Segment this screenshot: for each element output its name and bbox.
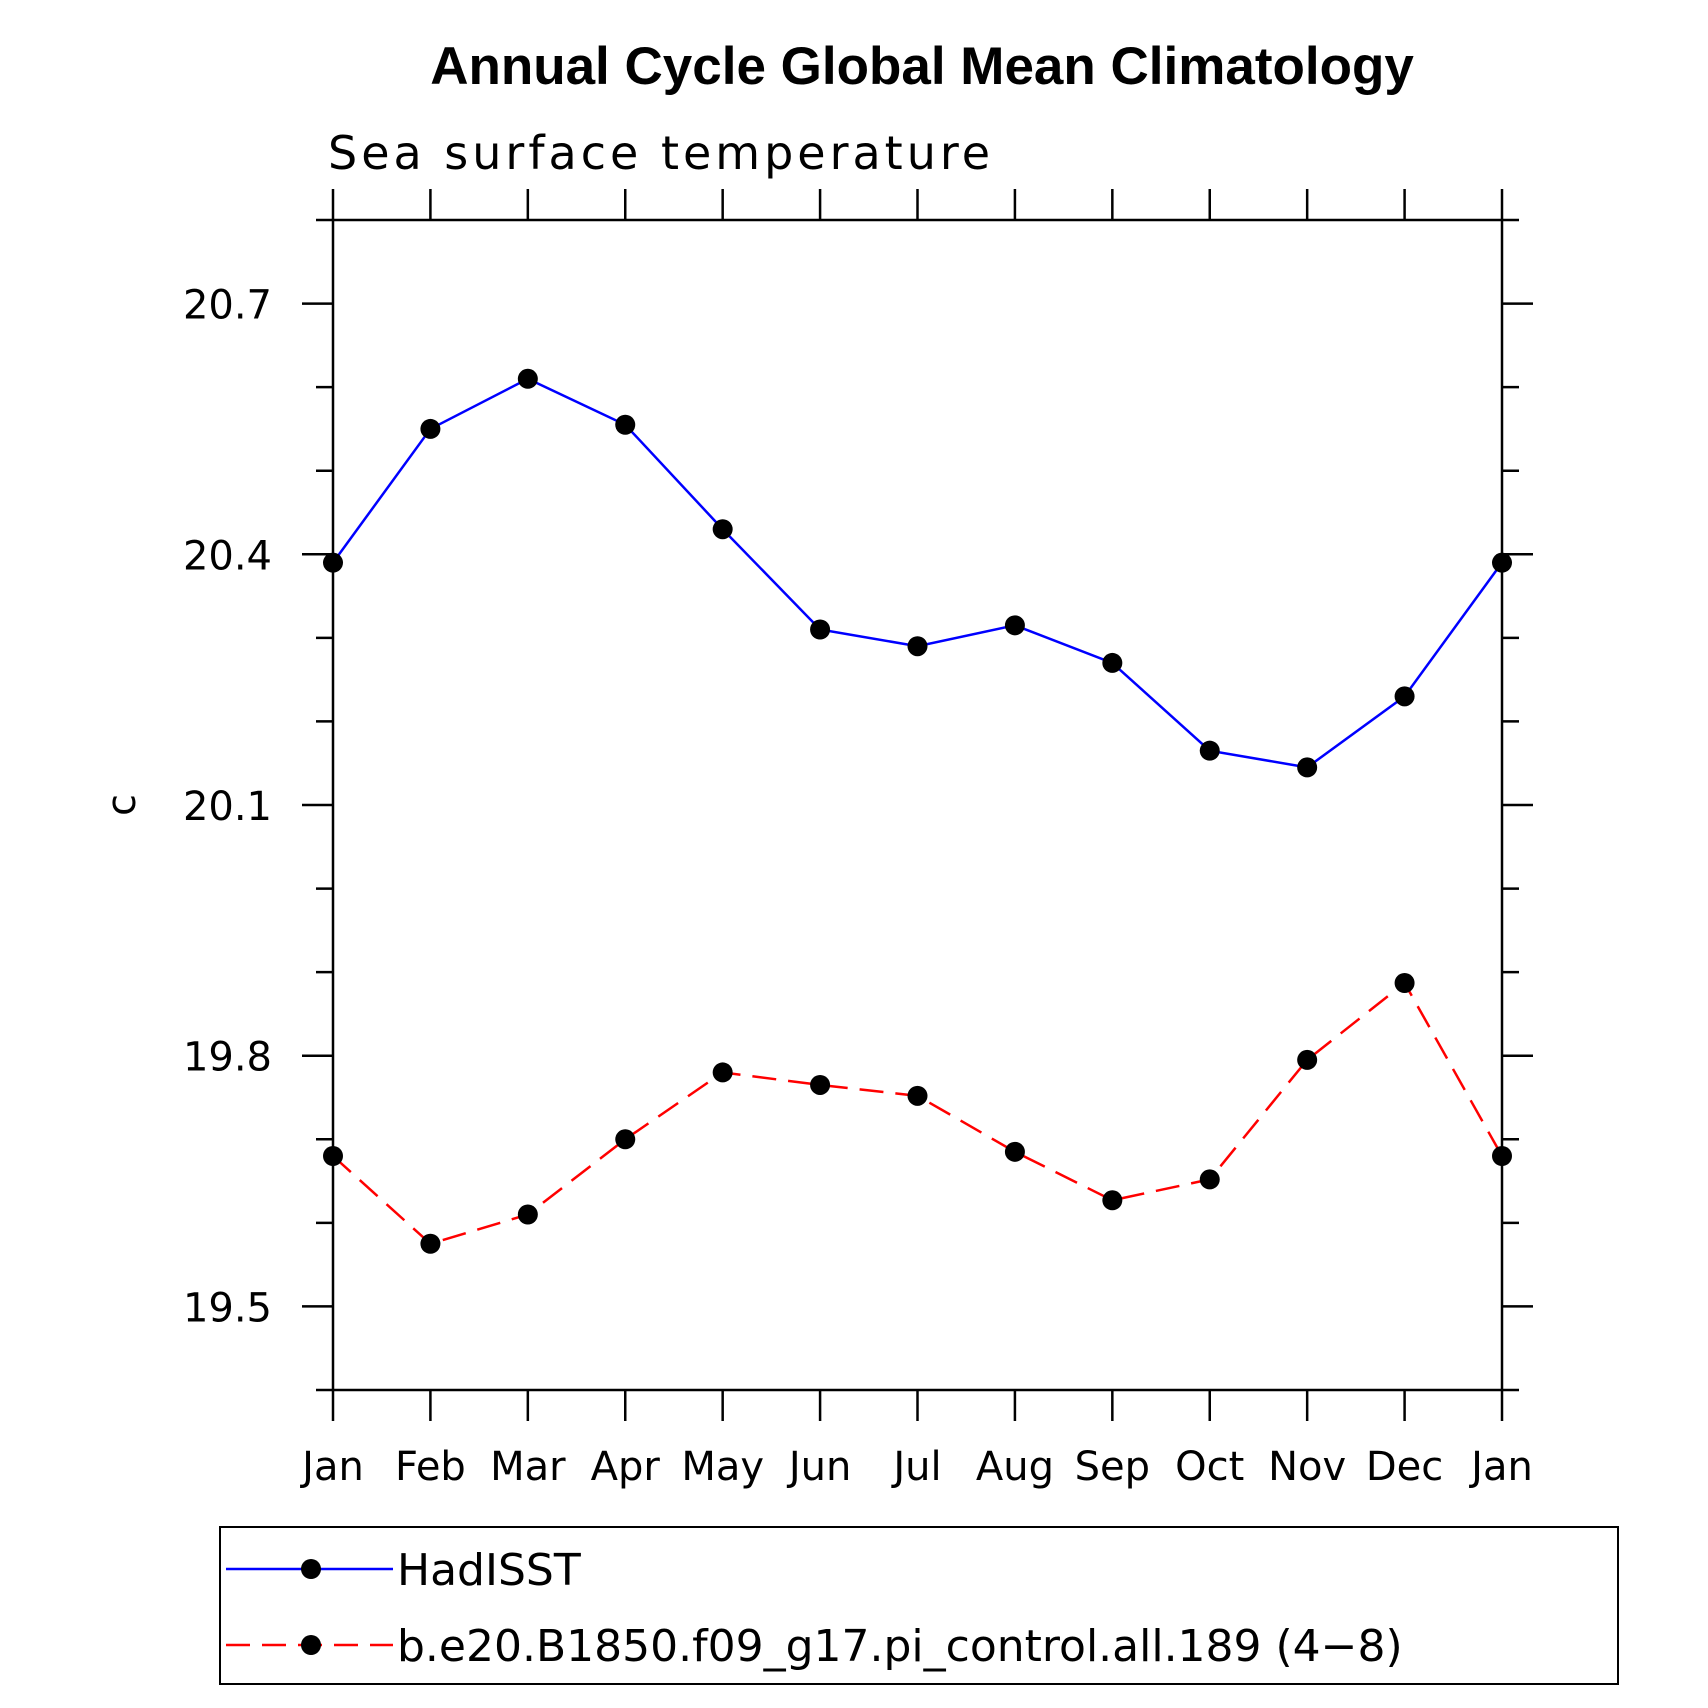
y-tick-label: 20.7 [183, 283, 272, 329]
data-point [1004, 1141, 1025, 1162]
series-line [332, 981, 1504, 1246]
series-1 [323, 368, 1512, 778]
x-tick-label: Apr [591, 1444, 661, 1490]
y-tick-label: 20.1 [183, 784, 272, 830]
data-point [810, 1074, 831, 1095]
y-tick-label: 19.8 [183, 1035, 272, 1081]
data-point [615, 414, 636, 435]
series-layer [323, 368, 1512, 1254]
x-tick-label: Jan [1468, 1444, 1533, 1490]
data-point [1394, 973, 1415, 994]
data-point [712, 1062, 733, 1083]
data-point [1199, 1169, 1220, 1190]
series-2 [323, 973, 1512, 1254]
series-line [331, 377, 1504, 769]
x-tick-label: Nov [1268, 1444, 1346, 1490]
data-point [1492, 1146, 1512, 1166]
legend-box [219, 1526, 1619, 1685]
chart-subtitle: Sea surface temperature [328, 126, 994, 180]
x-tick-label: Jul [890, 1444, 941, 1490]
legend-marker [301, 1559, 321, 1579]
data-point [1004, 615, 1025, 636]
data-point [517, 1204, 538, 1225]
y-axis-tick-labels: 19.5 19.8 20.1 20.4 20.7 [183, 283, 272, 1332]
data-point [1297, 757, 1318, 778]
data-point [1394, 686, 1415, 707]
x-tick-label: Sep [1075, 1444, 1150, 1490]
y-tick-label: 19.5 [183, 1285, 272, 1331]
data-point [1102, 1190, 1123, 1211]
data-point [420, 1233, 441, 1254]
y-axis-label: c [99, 794, 145, 816]
x-tick-label: Feb [395, 1444, 466, 1490]
data-point [907, 636, 928, 657]
x-tick-label: Jan [299, 1444, 364, 1490]
plot-frame [331, 218, 1504, 1392]
legend: HadISST b.e20.B1850.f09_g17.pi_control.al… [219, 1526, 1619, 1685]
x-tick-label: Aug [976, 1444, 1054, 1490]
data-point [712, 519, 733, 540]
x-tick-label: Jun [786, 1444, 852, 1490]
y-axis-ticks [302, 218, 1533, 1392]
x-tick-label: May [681, 1444, 764, 1490]
data-point [420, 418, 441, 439]
legend-label: b.e20.B1850.f09_g17.pi_control.all.189 (… [397, 1621, 1403, 1672]
data-point [615, 1129, 636, 1150]
data-point [1102, 652, 1123, 673]
x-tick-label: Dec [1366, 1444, 1443, 1490]
x-axis-ticks [331, 189, 1504, 1421]
x-tick-label: Oct [1175, 1444, 1244, 1490]
data-point [1297, 1049, 1318, 1070]
legend-items: HadISST b.e20.B1850.f09_g17.pi_control.al… [226, 1545, 1403, 1672]
data-point [907, 1085, 928, 1106]
x-tick-label: Mar [490, 1444, 566, 1490]
data-point [1199, 740, 1220, 761]
y-tick-label: 20.4 [183, 533, 272, 579]
chart-title: Annual Cycle Global Mean Climatology [430, 37, 1414, 96]
data-point [1492, 552, 1512, 573]
data-point [323, 552, 343, 573]
legend-label: HadISST [397, 1545, 581, 1596]
data-point [810, 619, 831, 640]
data-point [517, 368, 538, 389]
x-axis-tick-labels: Jan Feb Mar Apr May Jun Jul Aug Sep Oct Nov Dec Jan [299, 1444, 1533, 1490]
data-point [323, 1146, 343, 1166]
legend-marker [301, 1635, 321, 1655]
